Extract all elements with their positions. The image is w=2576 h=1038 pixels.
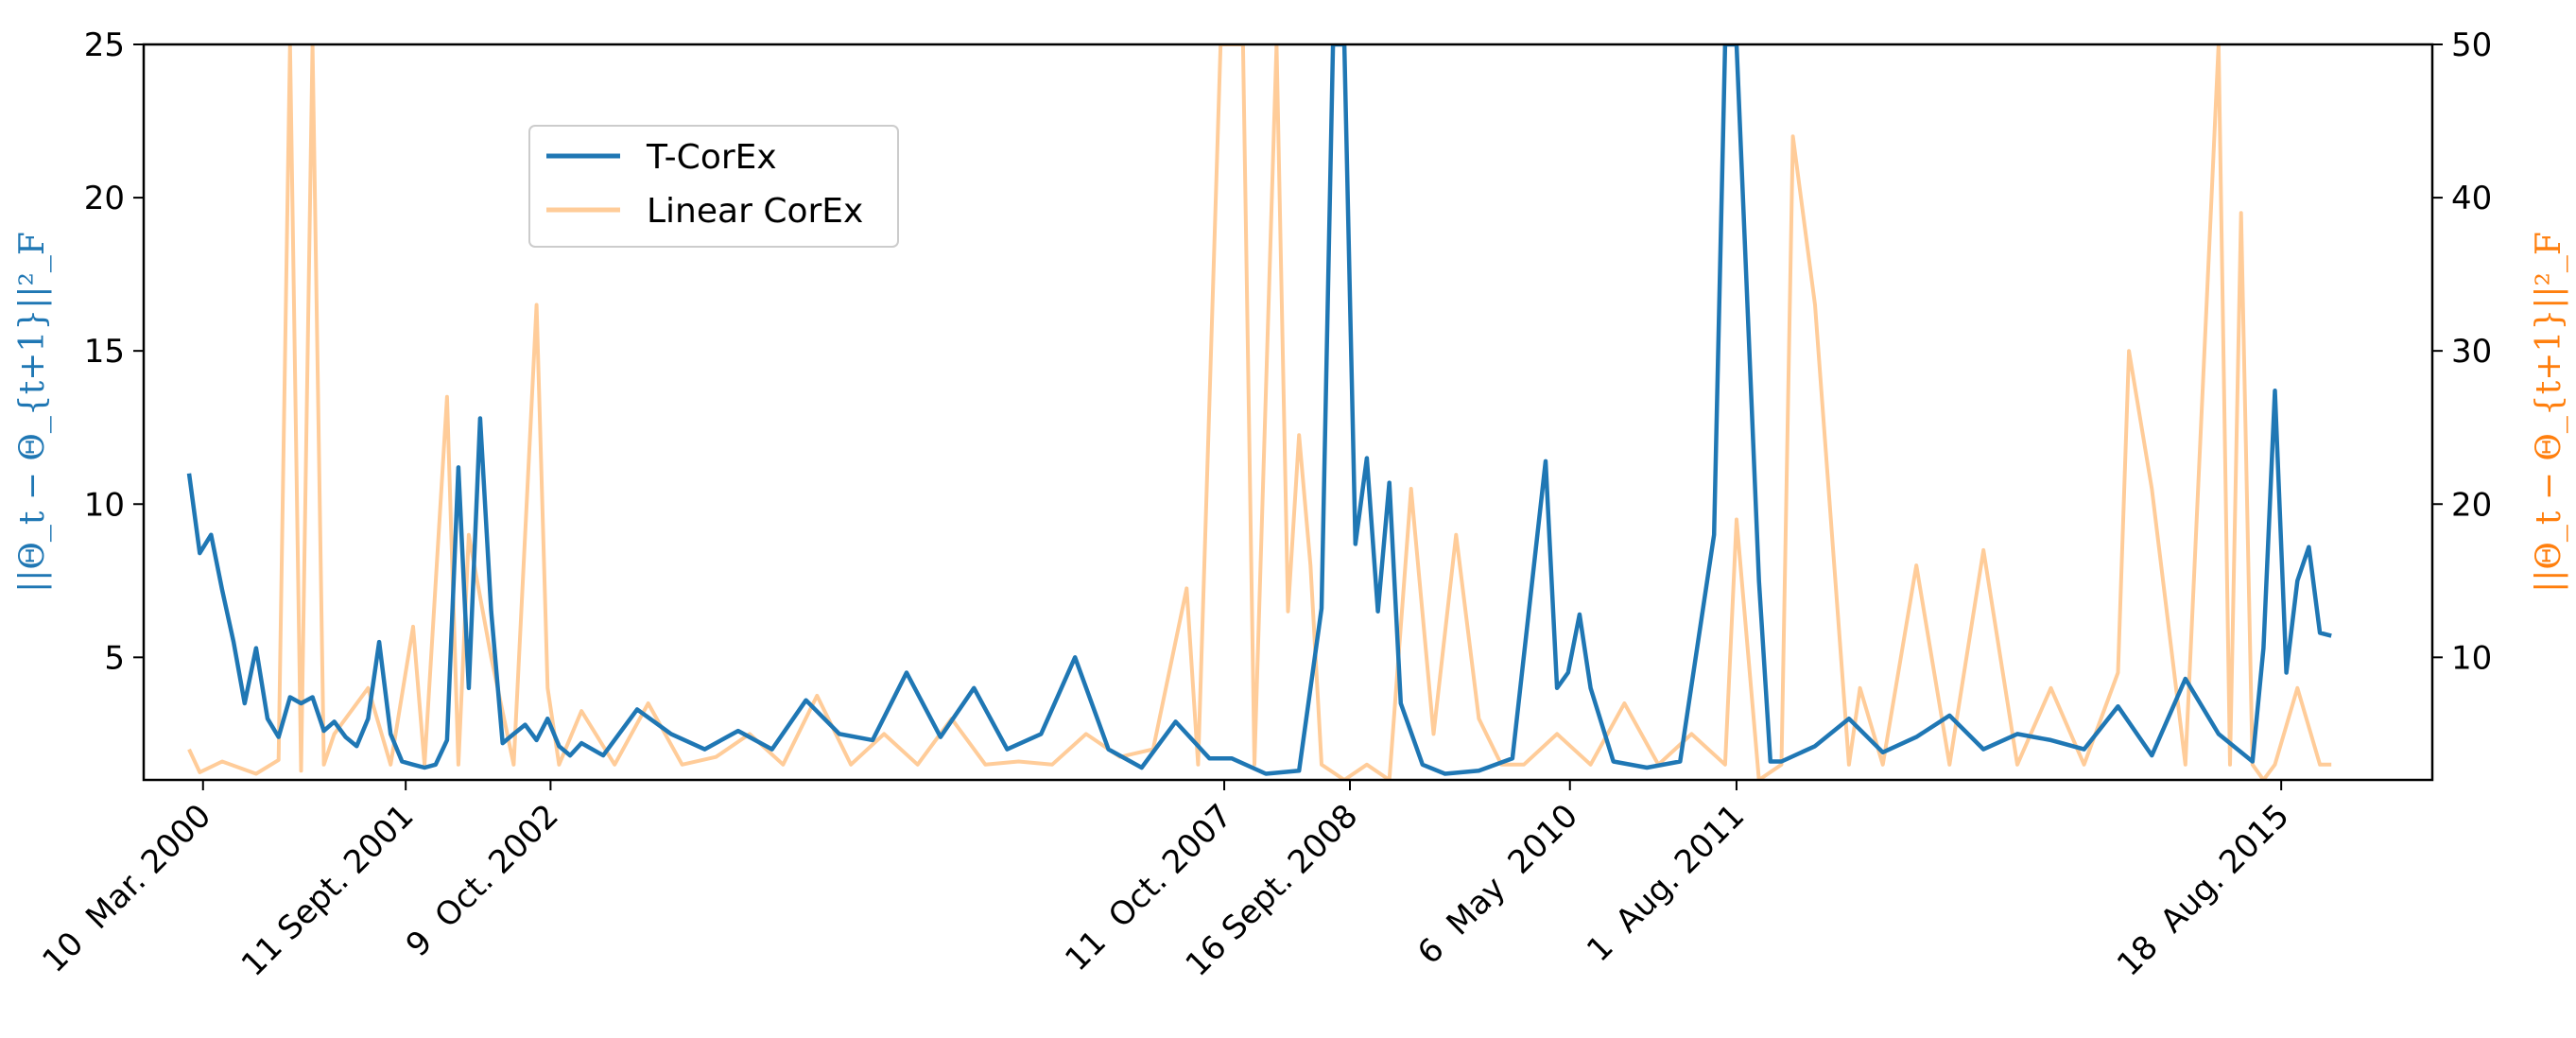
plot-frame (142, 43, 2434, 782)
y-axis-label-right: ||Θ_t − Θ_{t+1}||²_F (2530, 232, 2568, 593)
y-tick-label-right: 20 (2451, 486, 2492, 524)
legend-label-linear-corex: Linear CorEx (647, 192, 863, 231)
left-y-axis: 5 10 15 20 25 (84, 26, 144, 677)
y-tick-label-left: 5 (104, 639, 125, 677)
y-tick-label-left: 15 (84, 333, 125, 371)
right-y-axis: 10 20 30 40 50 (2432, 26, 2492, 677)
y-tick-label-right: 40 (2451, 180, 2492, 217)
series-line-t-corex (186, 44, 2332, 776)
y-tick-label-right: 30 (2451, 333, 2492, 371)
y-tick-label-left: 25 (84, 26, 125, 64)
legend-box (528, 125, 899, 248)
y-tick-label-right: 50 (2451, 26, 2492, 64)
y-axis-label-left: ||Θ_t − Θ_{t+1}||²_F (13, 232, 52, 593)
legend-label-t-corex: T-CorEx (646, 138, 777, 177)
series-line-linear-corex (187, 44, 2332, 780)
y-tick-label-left: 10 (84, 486, 125, 524)
series-layer (186, 44, 2332, 780)
legend: T-CorEx Linear CorEx (528, 125, 899, 248)
y-tick-label-left: 20 (84, 180, 125, 217)
y-tick-label-right: 10 (2451, 639, 2492, 677)
